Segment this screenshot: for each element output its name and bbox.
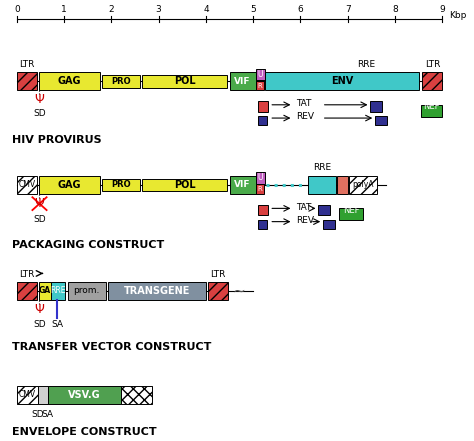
Bar: [255, 172, 265, 184]
Bar: [47, 385, 121, 404]
Text: 5: 5: [250, 5, 256, 14]
Text: Ψ: Ψ: [35, 197, 45, 210]
Text: 8: 8: [392, 5, 398, 14]
Bar: [323, 220, 335, 229]
Text: LTR: LTR: [210, 269, 226, 279]
Text: SD: SD: [33, 320, 46, 329]
Text: LTR: LTR: [19, 60, 35, 69]
Text: PACKAGING CONSTRUCT: PACKAGING CONSTRUCT: [12, 240, 164, 250]
Bar: [68, 282, 106, 300]
Bar: [39, 282, 51, 300]
Text: 9: 9: [439, 5, 445, 14]
Text: ENVELOPE CONSTRUCT: ENVELOPE CONSTRUCT: [12, 427, 157, 437]
Bar: [51, 282, 65, 300]
Text: GAG: GAG: [58, 180, 81, 190]
Bar: [265, 72, 419, 90]
Text: GA: GA: [39, 287, 51, 295]
Text: POL: POL: [174, 76, 195, 86]
Text: POL: POL: [174, 180, 195, 190]
Bar: [422, 72, 442, 90]
Text: RRE: RRE: [357, 60, 376, 69]
Bar: [142, 75, 227, 88]
Text: CMV: CMV: [18, 180, 35, 189]
Text: prom.: prom.: [73, 287, 100, 295]
Text: VIF: VIF: [234, 77, 251, 86]
Text: polyA: polyA: [352, 180, 374, 189]
Text: 7: 7: [345, 5, 351, 14]
Text: 4: 4: [203, 5, 209, 14]
Bar: [339, 208, 363, 220]
Text: LTR: LTR: [19, 269, 35, 279]
Bar: [258, 220, 267, 229]
Text: REV: REV: [296, 216, 314, 225]
Text: TAT: TAT: [296, 99, 311, 108]
Text: 3: 3: [156, 5, 162, 14]
Text: LTR: LTR: [425, 60, 440, 69]
Bar: [349, 176, 377, 194]
Text: SD: SD: [33, 109, 46, 118]
Text: 2: 2: [109, 5, 114, 14]
Bar: [17, 72, 36, 90]
Text: 1: 1: [61, 5, 67, 14]
Bar: [38, 385, 47, 404]
Text: TRANSFER VECTOR CONSTRUCT: TRANSFER VECTOR CONSTRUCT: [12, 342, 211, 352]
Text: VIF: VIF: [234, 180, 251, 189]
Bar: [17, 176, 36, 194]
Text: GAG: GAG: [58, 76, 81, 86]
Text: 6: 6: [298, 5, 303, 14]
Text: VSV.G: VSV.G: [68, 389, 100, 400]
Text: NEF: NEF: [343, 206, 359, 215]
Bar: [255, 69, 265, 80]
Text: CMV: CMV: [19, 390, 36, 399]
Bar: [258, 116, 267, 125]
Bar: [17, 385, 38, 404]
Text: SD: SD: [32, 410, 45, 419]
Bar: [208, 282, 228, 300]
Text: PRO: PRO: [111, 77, 131, 86]
Bar: [255, 184, 264, 194]
Bar: [102, 179, 140, 191]
Bar: [102, 75, 140, 88]
Bar: [337, 176, 348, 194]
Text: RRE: RRE: [313, 164, 331, 172]
Text: SA: SA: [51, 320, 63, 329]
Bar: [17, 282, 36, 300]
Text: TAT: TAT: [296, 202, 311, 212]
Text: TRANSGENE: TRANSGENE: [124, 286, 190, 296]
Text: SA: SA: [42, 410, 54, 419]
Text: 0: 0: [14, 5, 20, 14]
Text: RRE: RRE: [50, 287, 66, 295]
Bar: [375, 116, 386, 125]
Bar: [108, 282, 206, 300]
Bar: [319, 205, 330, 215]
Text: Kbp: Kbp: [449, 11, 467, 20]
Bar: [421, 105, 442, 117]
Bar: [255, 81, 264, 90]
Bar: [39, 72, 100, 90]
Bar: [39, 176, 100, 194]
Bar: [258, 101, 268, 112]
Bar: [229, 72, 255, 90]
Text: U: U: [257, 70, 263, 79]
Text: SD: SD: [33, 215, 46, 224]
Text: ENV: ENV: [331, 76, 353, 86]
Text: PRO: PRO: [111, 180, 131, 189]
Text: HIV PROVIRUS: HIV PROVIRUS: [12, 135, 102, 145]
Bar: [371, 101, 382, 112]
Bar: [258, 205, 268, 215]
Text: REV: REV: [296, 112, 314, 121]
Text: R: R: [257, 187, 262, 192]
Bar: [142, 179, 227, 191]
Bar: [308, 176, 336, 194]
Text: Ψ: Ψ: [35, 303, 45, 316]
Text: Ψ: Ψ: [35, 93, 45, 106]
Bar: [121, 385, 152, 404]
Text: NEF: NEF: [423, 102, 440, 111]
Text: ~: ~: [233, 284, 246, 299]
Text: R: R: [257, 83, 262, 89]
Text: U: U: [257, 173, 263, 183]
Bar: [229, 176, 255, 194]
